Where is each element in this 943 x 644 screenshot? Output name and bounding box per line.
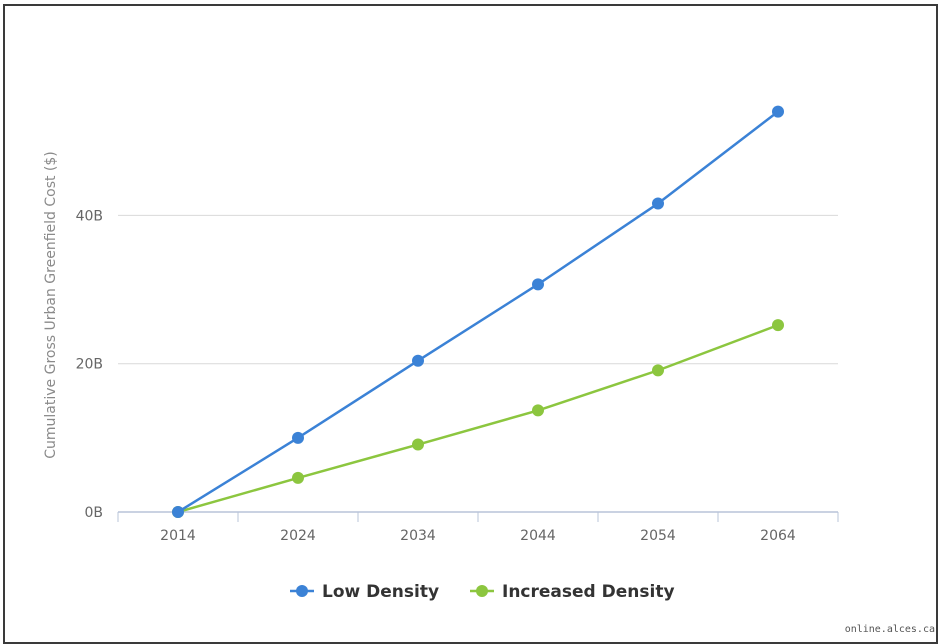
x-tick-label: 2014 [160, 528, 196, 544]
data-point [772, 319, 784, 332]
data-point [292, 471, 304, 484]
data-point [412, 354, 424, 367]
data-point [652, 364, 664, 377]
y-tick-label: 0B [84, 505, 103, 521]
grid-lines [118, 214, 838, 365]
y-axis-label: Cumulative Gross Urban Greenfield Cost (… [43, 151, 59, 459]
x-tick-label: 2024 [280, 528, 316, 544]
series-line [177, 323, 779, 514]
data-point [532, 278, 544, 291]
y-tick-labels: 0B 20B 40B [76, 208, 103, 521]
data-point [172, 506, 184, 518]
x-tick-label: 2034 [400, 528, 436, 544]
x-tick-label: 2054 [640, 528, 676, 544]
x-axis: 2014 2024 2034 2044 2054 2064 [117, 511, 839, 544]
series-line [177, 110, 779, 514]
y-tick-label: 40B [76, 208, 103, 224]
data-point [652, 197, 664, 210]
x-tick-label: 2064 [760, 528, 796, 544]
legend-label: Increased Density [502, 582, 675, 602]
legend: Low Density Increased Density [290, 582, 675, 602]
legend-swatch-marker [296, 585, 308, 597]
legend-swatch-marker [476, 585, 488, 597]
credit-text: online.alces.ca [844, 624, 935, 635]
y-tick-label: 20B [76, 357, 103, 373]
data-point [772, 105, 784, 118]
x-tick-label: 2044 [520, 528, 556, 544]
data-point [292, 431, 304, 444]
legend-label: Low Density [322, 582, 439, 602]
data-point [412, 438, 424, 451]
data-point [532, 404, 544, 417]
series-lines [172, 105, 784, 518]
